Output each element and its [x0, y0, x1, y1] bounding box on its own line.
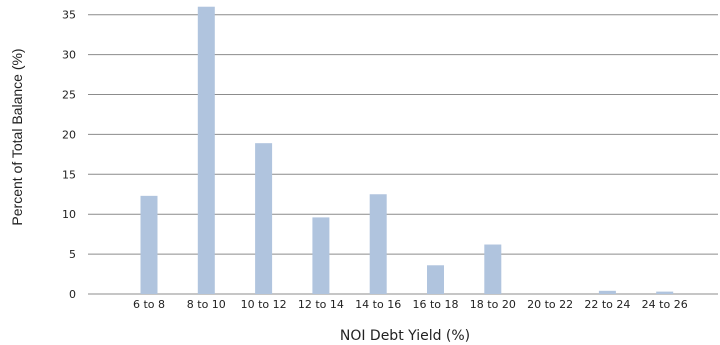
y-tick-label: 30 — [62, 49, 76, 62]
bar-0 — [140, 195, 158, 294]
y-axis-title: Percent of Total Balance (%) — [9, 48, 25, 225]
y-tick-label: 20 — [62, 128, 76, 141]
y-tick-label: 0 — [69, 288, 76, 301]
bar-4 — [369, 194, 387, 294]
y-tick-label: 25 — [62, 89, 76, 102]
x-tick-label: 12 to 14 — [298, 298, 344, 311]
bar-5 — [427, 265, 444, 294]
y-tick-label: 10 — [62, 208, 76, 221]
bar-8 — [598, 290, 616, 294]
x-tick-label: 10 to 12 — [241, 298, 287, 311]
bar-9 — [656, 291, 674, 294]
x-tick-label: 16 to 18 — [412, 298, 458, 311]
x-axis-title: NOI Debt Yield (%) — [340, 328, 470, 344]
bar-6 — [484, 244, 502, 294]
x-tick-label: 8 to 10 — [187, 298, 226, 311]
y-tick-label: 15 — [62, 168, 76, 181]
x-tick-label: 18 to 20 — [470, 298, 516, 311]
x-tick-label: 22 to 24 — [584, 298, 630, 311]
bar-3 — [312, 217, 330, 294]
gridlines — [88, 14, 718, 295]
x-tick-label: 20 to 22 — [527, 298, 573, 311]
x-tick-label: 24 to 26 — [642, 298, 688, 311]
y-tick-label: 5 — [69, 248, 76, 261]
bar-1 — [197, 6, 215, 294]
x-tick-labels: 6 to 8 8 to 10 10 to 12 12 to 14 14 to 16 16 … — [133, 298, 688, 311]
bars — [140, 6, 674, 294]
y-tick-labels: 0 5 10 15 20 25 30 35 — [62, 9, 76, 301]
x-tick-label: 14 to 16 — [355, 298, 401, 311]
y-tick-label: 35 — [62, 9, 76, 22]
bar-2 — [255, 143, 273, 294]
x-tick-label: 6 to 8 — [133, 298, 165, 311]
